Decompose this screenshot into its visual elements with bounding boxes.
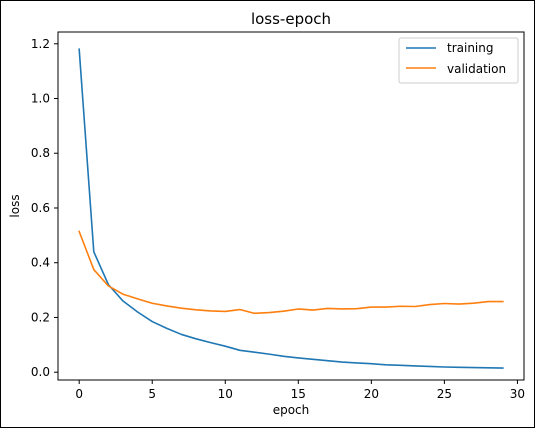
- x-tick-label: 10: [218, 387, 233, 401]
- legend-box: [398, 37, 519, 84]
- y-tick-label: 1.2: [31, 37, 50, 51]
- chart-title: loss-epoch: [251, 10, 331, 28]
- legend-validation-label: validation: [447, 62, 506, 76]
- x-tick-label: 5: [148, 387, 156, 401]
- y-axis-ticks: 0.0 0.2 0.4 0.6 0.8 1.0 1.2: [31, 37, 58, 379]
- y-axis-label: loss: [8, 194, 22, 217]
- x-tick-label: 0: [75, 387, 83, 401]
- y-tick-label: 1.0: [31, 92, 50, 106]
- legend-training-label: training: [447, 41, 494, 55]
- y-tick-label: 0.4: [31, 256, 50, 270]
- y-tick-label: 0.8: [31, 146, 50, 160]
- y-tick-label: 0.6: [31, 201, 50, 215]
- plot-background: [58, 32, 524, 380]
- plot-frame: [57, 31, 525, 381]
- x-tick-label: 25: [437, 387, 452, 401]
- y-tick-label: 0.0: [31, 365, 50, 379]
- x-axis-ticks: 0 5 10 15 20 25 30: [75, 380, 525, 401]
- x-tick-label: 30: [510, 387, 525, 401]
- validation-series-line: [78, 230, 504, 315]
- x-tick-label: 20: [364, 387, 379, 401]
- x-tick-label: 15: [291, 387, 306, 401]
- x-axis-label: epoch: [273, 403, 310, 417]
- series-lines: [78, 48, 504, 369]
- y-tick-label: 0.2: [31, 310, 50, 324]
- training-series-line: [78, 48, 504, 369]
- legend: training validation: [398, 37, 519, 84]
